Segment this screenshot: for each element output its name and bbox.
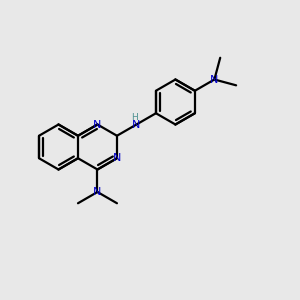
Text: N: N [210,74,219,85]
Text: N: N [132,119,141,130]
Text: H: H [132,113,138,122]
Text: N: N [93,187,102,197]
Text: N: N [113,153,121,163]
Text: N: N [93,119,102,130]
